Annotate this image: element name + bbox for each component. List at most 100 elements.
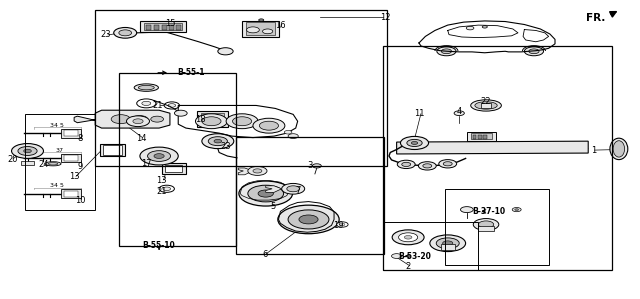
Polygon shape [95,110,170,128]
Bar [473,135,476,139]
Ellipse shape [134,84,159,91]
Bar [207,120,211,124]
Circle shape [478,221,493,228]
Text: 6: 6 [262,250,268,259]
Text: 20: 20 [7,155,17,164]
Text: 34 5: 34 5 [50,123,64,128]
Text: B-55-1: B-55-1 [177,68,205,77]
Text: 12: 12 [380,13,390,22]
Text: 37: 37 [56,148,63,152]
Circle shape [119,30,132,36]
Ellipse shape [45,162,61,166]
Bar [64,130,78,136]
Bar [467,132,495,141]
Polygon shape [397,141,588,154]
Circle shape [454,111,465,116]
Circle shape [195,114,227,129]
Text: 18: 18 [195,115,205,124]
Bar [201,113,224,125]
Text: 13: 13 [156,176,167,185]
Bar [483,135,486,139]
Circle shape [258,190,273,197]
Circle shape [512,208,521,212]
Text: 23: 23 [100,30,111,39]
Bar [481,103,491,108]
Circle shape [282,183,305,194]
Circle shape [259,121,278,130]
Circle shape [248,167,267,176]
Circle shape [151,116,164,122]
Circle shape [443,241,453,245]
Bar [100,144,125,156]
Bar [470,133,492,139]
Bar [445,189,548,265]
Circle shape [467,26,474,30]
Circle shape [284,130,292,134]
Circle shape [439,160,457,168]
Text: 16: 16 [275,21,285,30]
Circle shape [248,185,284,202]
Text: 22: 22 [481,97,492,106]
Text: 14: 14 [136,134,147,143]
Bar [103,145,122,155]
Text: 2: 2 [406,262,411,271]
Circle shape [239,181,292,206]
Text: 15: 15 [164,19,175,28]
Text: 10: 10 [76,196,86,205]
Circle shape [140,147,178,165]
Bar [95,10,387,166]
Circle shape [127,116,150,126]
Circle shape [174,110,187,116]
Circle shape [482,26,487,28]
Bar [162,25,167,30]
Bar [175,25,180,30]
Polygon shape [238,168,253,175]
Circle shape [337,222,348,227]
Circle shape [259,19,264,21]
Circle shape [442,49,452,54]
Bar [166,165,182,173]
Circle shape [402,162,411,167]
Circle shape [163,187,171,190]
Ellipse shape [613,141,625,157]
Circle shape [436,238,460,248]
Circle shape [226,114,258,129]
Circle shape [214,139,221,143]
Bar [246,22,275,35]
Text: 23: 23 [220,142,231,151]
Circle shape [340,223,345,226]
Circle shape [262,29,273,34]
Bar [154,25,159,30]
Circle shape [529,49,539,54]
Circle shape [137,99,156,108]
Circle shape [461,207,473,213]
Text: B-55-10: B-55-10 [143,241,175,250]
Bar [144,23,182,30]
Circle shape [473,219,499,231]
Text: 3: 3 [307,161,312,170]
Circle shape [515,209,518,210]
Circle shape [132,116,148,123]
Circle shape [114,28,137,38]
Circle shape [312,164,321,168]
Text: 8: 8 [78,134,83,143]
Bar [442,244,456,250]
Circle shape [232,117,252,126]
Bar [64,155,78,161]
Circle shape [444,162,452,166]
Text: 4: 4 [456,107,462,116]
Text: 24: 24 [39,161,49,170]
Text: 1: 1 [591,146,596,155]
Bar [64,190,78,196]
Bar [202,120,206,124]
Text: 17: 17 [141,159,152,168]
Circle shape [142,101,151,106]
Bar [478,135,481,139]
Bar [21,161,34,165]
Bar [478,226,493,231]
Circle shape [423,164,432,168]
Text: 13: 13 [69,173,79,181]
Bar [140,21,186,32]
Circle shape [399,233,418,242]
Bar [61,129,81,138]
